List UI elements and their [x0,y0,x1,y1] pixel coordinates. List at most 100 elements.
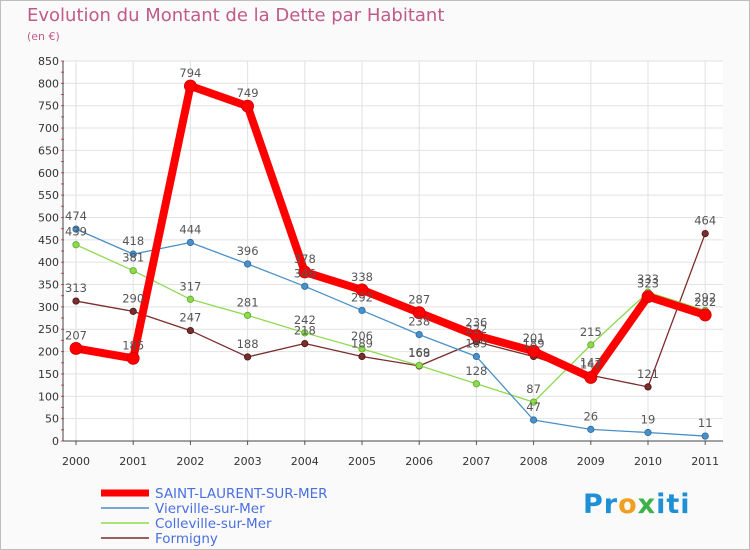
data-label: 11 [698,416,713,430]
data-label: 338 [351,270,373,284]
data-point [355,283,369,297]
data-point [72,225,80,233]
y-tick-label: 0 [52,435,59,448]
data-point [415,361,423,370]
y-tick-label: 250 [38,323,59,336]
data-label: 464 [694,214,716,228]
data-label: 378 [294,252,316,266]
y-tick-label: 700 [38,122,59,135]
y-tick-label: 800 [38,77,59,90]
x-tick-label: 2007 [462,455,490,468]
proxiti-logo: Proxiti [583,489,691,520]
data-label: 147 [580,355,602,369]
data-label: 396 [237,244,259,258]
data-point [469,329,483,342]
legend-label: Formigny [155,531,218,547]
data-point [587,425,595,433]
data-label: 749 [237,86,259,100]
data-label: 381 [122,251,144,265]
data-point [129,250,137,258]
data-point [244,353,252,361]
data-label: 207 [65,328,87,342]
data-point [644,428,652,437]
series-line [72,82,710,382]
data-label: 189 [351,337,373,351]
x-tick-label: 2011 [691,455,719,468]
chart-subtitle: (en €) [27,30,60,43]
series-line [75,244,706,403]
x-tick-label: 2000 [62,455,90,468]
data-label: 439 [65,225,87,239]
legend-label: Colleville-sur-Mer [155,516,272,532]
data-point [72,241,80,249]
data-point [241,99,255,113]
x-tick-label: 2002 [176,455,204,468]
y-tick-label: 200 [38,346,59,359]
data-label: 290 [122,291,144,305]
data-label: 26 [583,409,598,423]
series-line [75,228,706,437]
data-point [129,307,137,315]
data-point [69,342,83,355]
data-point [244,311,252,319]
data-point [587,341,595,349]
data-label: 238 [408,315,430,329]
x-tick-label: 2001 [119,455,147,468]
data-label: 333 [637,272,659,286]
data-label: 317 [179,279,201,293]
data-label: 444 [179,223,201,237]
y-tick-label: 450 [38,234,59,247]
series-line [75,232,706,388]
data-label: 215 [580,325,602,339]
data-point [358,345,366,353]
data-label: 346 [294,266,316,280]
data-point [72,297,80,305]
x-tick-label: 2010 [634,455,662,468]
data-point [641,290,655,304]
data-label: 247 [179,311,201,325]
data-label: 185 [122,338,144,352]
data-label: 292 [694,290,716,304]
y-tick-label: 300 [38,301,59,314]
data-label: 218 [294,324,316,338]
data-point [529,398,538,406]
data-label: 313 [65,281,87,295]
data-label: 19 [641,413,656,427]
data-point [183,79,197,93]
data-point [698,308,712,322]
x-tick-label: 2004 [291,455,319,468]
data-point [301,329,309,337]
data-label: 121 [637,367,659,381]
data-label: 281 [237,295,259,309]
plot-area [63,61,723,441]
data-point [701,432,709,440]
data-point [298,265,312,279]
data-label: 189 [465,337,487,351]
y-tick-label: 400 [38,256,59,269]
data-point [126,351,140,365]
data-label: 287 [408,293,430,307]
x-tick-label: 2003 [234,455,262,468]
y-tick-label: 600 [38,167,59,180]
data-point [529,416,538,424]
data-point [358,306,366,315]
data-label: 794 [179,66,201,80]
data-point [358,352,366,361]
data-label: 168 [408,346,430,360]
y-tick-label: 500 [38,211,59,224]
data-point [301,339,309,348]
data-point [129,267,137,275]
data-point [244,260,252,268]
legend-label: SAINT-LAURENT-SUR-MER [155,486,328,502]
data-label: 222 [465,322,487,336]
data-label: 418 [122,234,144,248]
data-label: 47 [526,400,541,414]
y-tick-label: 100 [38,390,59,403]
data-point [301,282,309,290]
data-point [701,229,709,238]
data-point [186,326,194,335]
data-point [644,383,652,391]
data-point [527,344,540,358]
x-tick-label: 2006 [405,455,433,468]
